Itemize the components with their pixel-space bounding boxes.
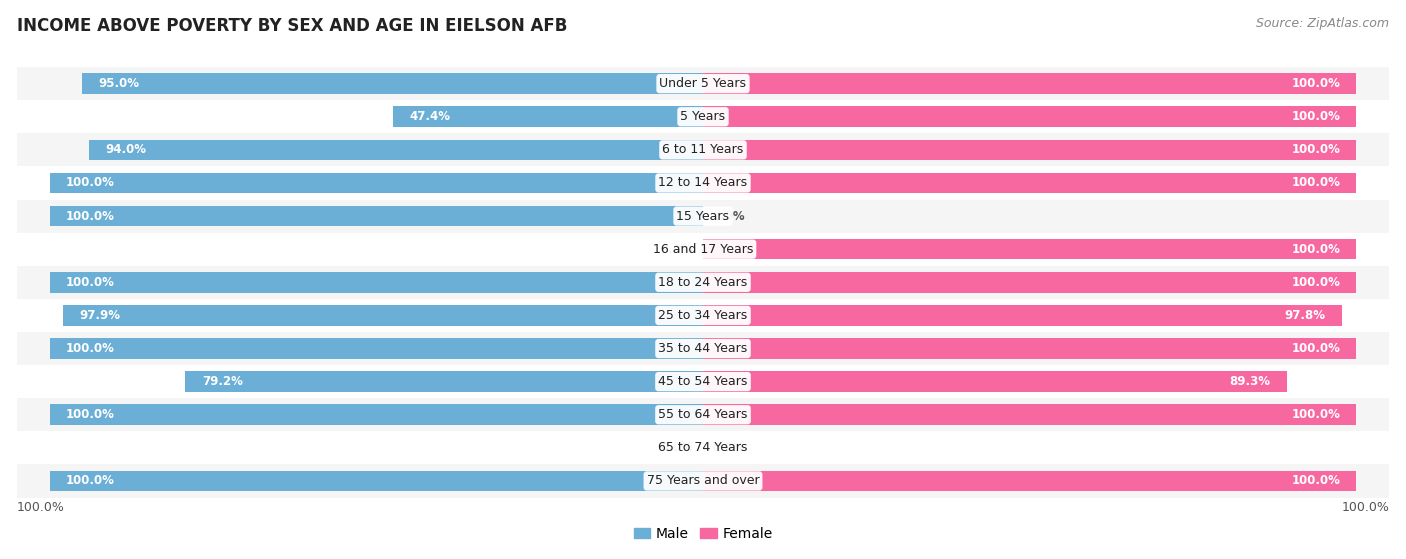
- Text: 100.0%: 100.0%: [1291, 143, 1340, 157]
- Bar: [17, 100, 1389, 133]
- Text: 97.8%: 97.8%: [1285, 309, 1326, 322]
- Bar: [703, 405, 1357, 425]
- Text: 100.0%: 100.0%: [1291, 110, 1340, 123]
- Text: 100.0%: 100.0%: [1291, 77, 1340, 90]
- Text: 35 to 44 Years: 35 to 44 Years: [658, 342, 748, 355]
- Text: 47.4%: 47.4%: [409, 110, 450, 123]
- Text: 100.0%: 100.0%: [1291, 177, 1340, 190]
- Text: 15 Years: 15 Years: [676, 210, 730, 222]
- Bar: [17, 167, 1389, 200]
- Bar: [17, 332, 1389, 365]
- Text: 79.2%: 79.2%: [202, 375, 243, 388]
- Text: 100.0%: 100.0%: [66, 475, 115, 487]
- Bar: [186, 371, 703, 392]
- Bar: [703, 272, 1357, 292]
- Text: 95.0%: 95.0%: [98, 77, 139, 90]
- Bar: [703, 140, 1357, 160]
- Bar: [49, 272, 703, 292]
- Text: 0.0%: 0.0%: [661, 442, 693, 454]
- Bar: [49, 206, 703, 226]
- Text: Under 5 Years: Under 5 Years: [659, 77, 747, 90]
- Bar: [63, 305, 703, 326]
- Bar: [17, 398, 1389, 432]
- Text: 100.0%: 100.0%: [1291, 408, 1340, 421]
- Text: 25 to 34 Years: 25 to 34 Years: [658, 309, 748, 322]
- Bar: [49, 471, 703, 491]
- Bar: [703, 173, 1357, 193]
- Text: 16 and 17 Years: 16 and 17 Years: [652, 243, 754, 255]
- Text: 5 Years: 5 Years: [681, 110, 725, 123]
- Bar: [394, 106, 703, 127]
- Text: Source: ZipAtlas.com: Source: ZipAtlas.com: [1256, 17, 1389, 30]
- Bar: [703, 239, 1357, 259]
- Bar: [49, 338, 703, 359]
- Bar: [703, 338, 1357, 359]
- Text: 75 Years and over: 75 Years and over: [647, 475, 759, 487]
- Text: 100.0%: 100.0%: [1291, 475, 1340, 487]
- Text: 100.0%: 100.0%: [66, 210, 115, 222]
- Legend: Male, Female: Male, Female: [628, 522, 778, 547]
- Text: 65 to 74 Years: 65 to 74 Years: [658, 442, 748, 454]
- Bar: [17, 133, 1389, 167]
- Bar: [17, 299, 1389, 332]
- Text: 0.0%: 0.0%: [713, 210, 745, 222]
- Bar: [703, 371, 1286, 392]
- Text: 100.0%: 100.0%: [1291, 243, 1340, 255]
- Bar: [17, 233, 1389, 266]
- Bar: [49, 405, 703, 425]
- Text: 89.3%: 89.3%: [1229, 375, 1270, 388]
- Text: 45 to 54 Years: 45 to 54 Years: [658, 375, 748, 388]
- Text: 100.0%: 100.0%: [17, 501, 65, 514]
- Bar: [703, 471, 1357, 491]
- Text: 0.0%: 0.0%: [713, 442, 745, 454]
- Text: 12 to 14 Years: 12 to 14 Years: [658, 177, 748, 190]
- Bar: [17, 67, 1389, 100]
- Text: 55 to 64 Years: 55 to 64 Years: [658, 408, 748, 421]
- Text: 100.0%: 100.0%: [66, 276, 115, 289]
- Bar: [17, 200, 1389, 233]
- Bar: [17, 266, 1389, 299]
- Text: 6 to 11 Years: 6 to 11 Years: [662, 143, 744, 157]
- Text: INCOME ABOVE POVERTY BY SEX AND AGE IN EIELSON AFB: INCOME ABOVE POVERTY BY SEX AND AGE IN E…: [17, 17, 567, 35]
- Text: 97.9%: 97.9%: [80, 309, 121, 322]
- Text: 100.0%: 100.0%: [1291, 342, 1340, 355]
- Bar: [89, 140, 703, 160]
- Text: 100.0%: 100.0%: [66, 342, 115, 355]
- Bar: [703, 305, 1343, 326]
- Bar: [17, 432, 1389, 465]
- Bar: [703, 73, 1357, 94]
- Text: 18 to 24 Years: 18 to 24 Years: [658, 276, 748, 289]
- Text: 100.0%: 100.0%: [66, 408, 115, 421]
- Bar: [49, 173, 703, 193]
- Bar: [17, 365, 1389, 398]
- Bar: [703, 106, 1357, 127]
- Text: 94.0%: 94.0%: [105, 143, 146, 157]
- Text: 100.0%: 100.0%: [1291, 276, 1340, 289]
- Text: 100.0%: 100.0%: [1341, 501, 1389, 514]
- Bar: [82, 73, 703, 94]
- Text: 100.0%: 100.0%: [66, 177, 115, 190]
- Text: 0.0%: 0.0%: [661, 243, 693, 255]
- Bar: [17, 465, 1389, 498]
